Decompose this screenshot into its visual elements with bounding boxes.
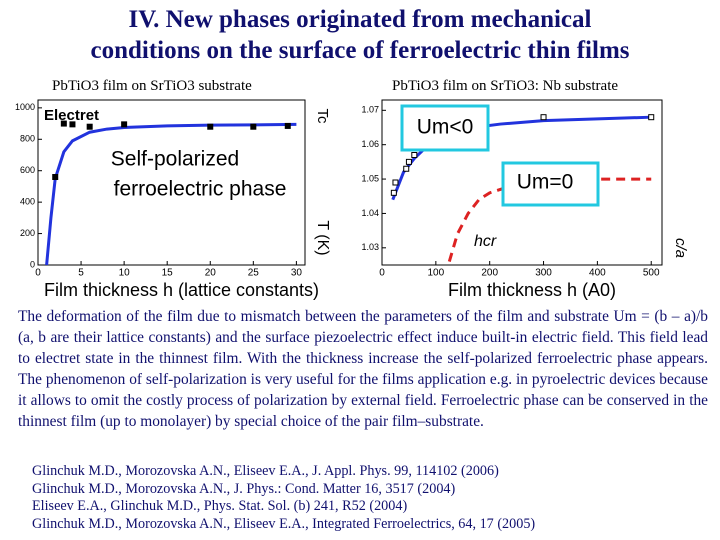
x-tick-label: 300 xyxy=(535,268,552,279)
data-point xyxy=(540,114,547,121)
x-tick-label: 15 xyxy=(162,268,174,279)
y-tick-label: 600 xyxy=(20,165,35,175)
annotation: Electret xyxy=(44,107,99,124)
data-point xyxy=(390,189,397,196)
data-point xyxy=(52,174,59,180)
x-tick-label: 0 xyxy=(35,268,41,279)
title-line: IV. New phases originated from mechanica… xyxy=(128,6,592,33)
chart-caption: PbTiO3 film on SrTiO3 substrate xyxy=(52,78,252,94)
annotation-box xyxy=(400,104,490,152)
y-tick-label: 200 xyxy=(20,228,35,238)
x-tick-label: 20 xyxy=(205,268,217,279)
data-point xyxy=(403,165,410,172)
annotation: Um<0 xyxy=(417,116,474,139)
y-tick-label: 1.03 xyxy=(361,242,379,252)
x-tick-label: 400 xyxy=(589,268,606,279)
data-point xyxy=(411,152,418,158)
data-point xyxy=(86,123,93,130)
y-tick-label: 1.07 xyxy=(361,105,379,115)
x-tick-label: 5 xyxy=(78,268,84,279)
y-tick-label: 1.05 xyxy=(361,173,379,183)
x-tick-label: 0 xyxy=(379,268,385,279)
title-line: conditions on the surface of ferroelectr… xyxy=(90,37,630,64)
y-tick-label: 1.04 xyxy=(361,208,379,218)
x-tick-label: 25 xyxy=(248,268,260,279)
plot-frame xyxy=(381,99,663,266)
x-tick-label: 10 xyxy=(119,268,131,279)
annotation: c/a xyxy=(672,238,689,258)
data-point xyxy=(121,121,128,128)
y-tick-label: 400 xyxy=(20,197,35,207)
references: Glinchuk M.D., Morozovska A.N., Eliseev … xyxy=(32,463,712,533)
x-tick-label: 500 xyxy=(643,268,660,279)
chart-caption: PbTiO3 film on SrTiO3: Nb substrate xyxy=(392,78,619,94)
reference: Glinchuk M.D., Morozovska A.N., J. Phys.… xyxy=(32,480,456,497)
data-point xyxy=(648,114,655,121)
y-tick-label: 0 xyxy=(30,259,35,269)
annotation: ferroelectric phase xyxy=(114,178,287,201)
x-axis-label: Film thickness h (A0) xyxy=(448,280,616,300)
data-line xyxy=(45,122,297,266)
data-point xyxy=(405,158,412,165)
annotation: hcr xyxy=(474,233,497,250)
data-point xyxy=(60,120,67,127)
annotation: Tc xyxy=(314,109,331,125)
reference: Eliseev E.A., Glinchuk M.D., Phys. Stat.… xyxy=(32,498,408,514)
y-tick-label: 1000 xyxy=(15,102,35,112)
data-point xyxy=(284,122,291,129)
data-point xyxy=(250,123,257,130)
x-tick-label: 30 xyxy=(291,268,303,279)
annotation-box xyxy=(501,161,600,207)
reference: Glinchuk M.D., Morozovska A.N., Eliseev … xyxy=(32,463,499,479)
plot-frame xyxy=(37,99,306,266)
reference: Glinchuk M.D., Morozovska A.N., Eliseev … xyxy=(32,515,536,532)
annotation: T (K) xyxy=(314,220,331,255)
annotation: Um=0 xyxy=(517,171,574,194)
x-tick-label: 100 xyxy=(428,268,445,279)
data-point xyxy=(69,121,76,128)
x-axis-label: Film thickness h (lattice constants) xyxy=(44,280,319,300)
paragraph: The deformation of the film due to misma… xyxy=(18,308,708,430)
y-tick-label: 1.06 xyxy=(361,139,379,149)
data-point xyxy=(207,123,214,130)
slide-title: IV. New phases originated from mechanica… xyxy=(0,4,720,66)
data-point xyxy=(392,179,399,186)
x-tick-label: 200 xyxy=(481,268,498,279)
y-tick-label: 800 xyxy=(20,134,35,144)
annotation: Self-polarized xyxy=(111,148,239,171)
